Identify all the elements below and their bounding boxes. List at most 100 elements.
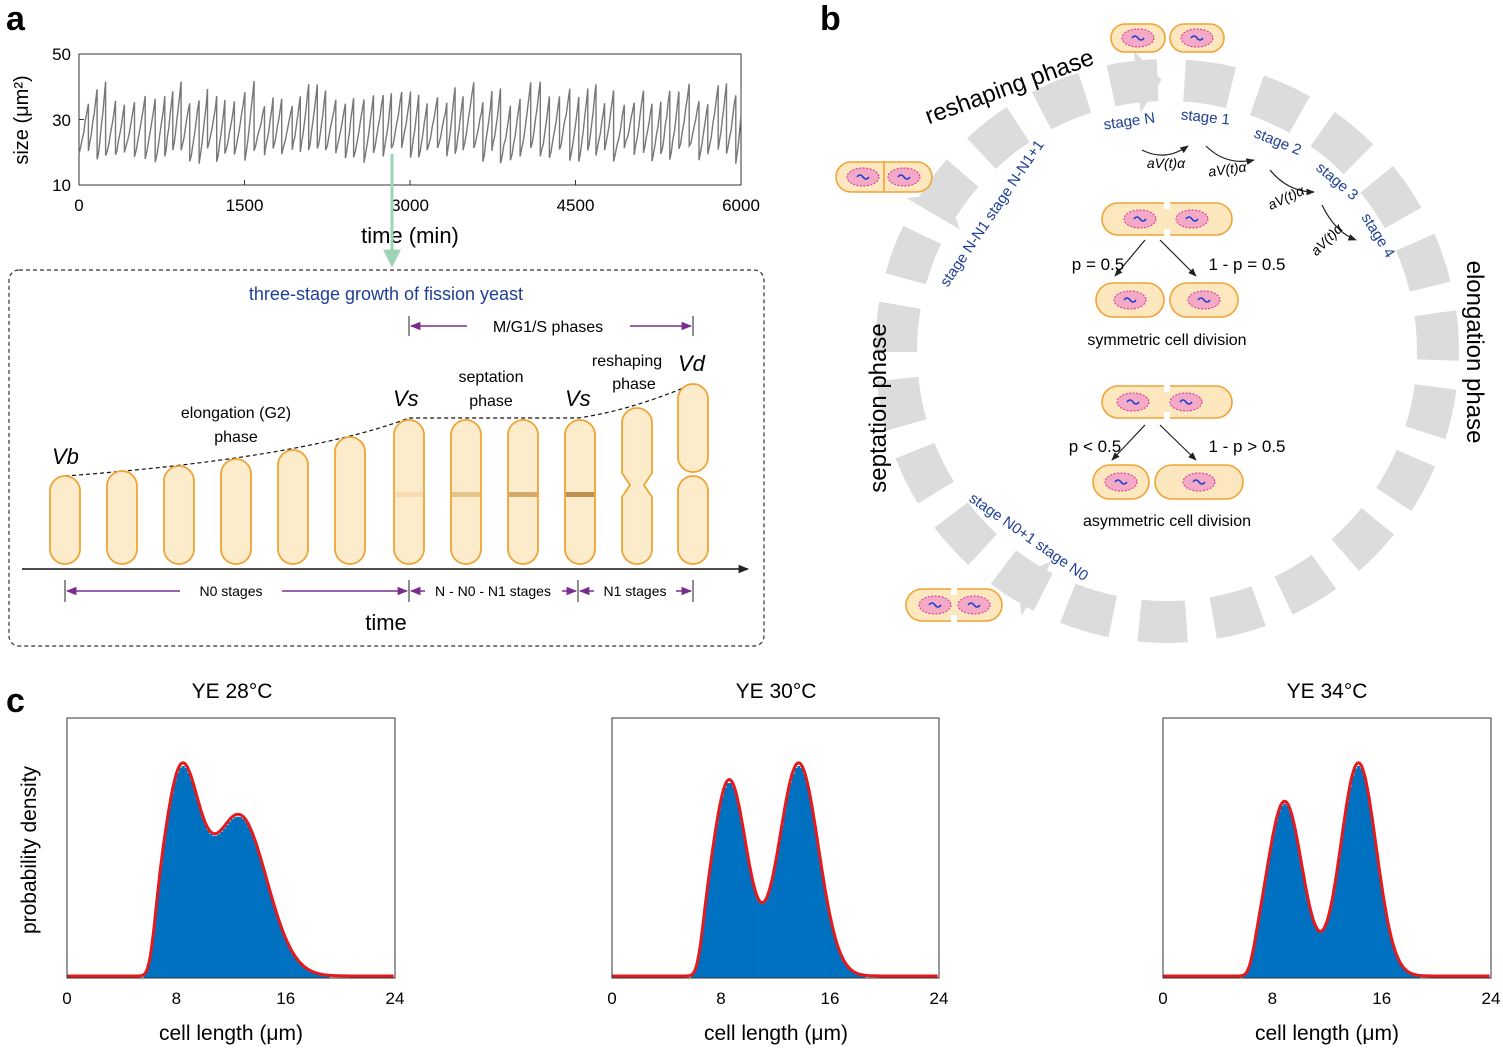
hist-bar	[742, 836, 746, 978]
stage-segment	[1209, 586, 1266, 639]
hist-bar	[217, 834, 221, 978]
hist-bar	[789, 782, 793, 978]
vd-label: Vd	[678, 351, 706, 376]
hist-bar	[745, 852, 749, 978]
hist-bar	[149, 955, 153, 978]
hist-bar	[236, 816, 240, 978]
hist-bar	[1264, 879, 1268, 978]
hist-bar	[1255, 927, 1259, 978]
cell	[106, 470, 138, 565]
mgs-label: M/G1/S phases	[493, 319, 603, 336]
hist-bar	[824, 894, 828, 978]
hist-bar	[209, 833, 213, 978]
hist-xlabel: cell length (μm)	[1255, 1022, 1399, 1045]
stage-segment	[876, 376, 927, 431]
hist-bar	[778, 840, 782, 978]
hist-bar	[179, 767, 183, 978]
hist-bar	[701, 922, 705, 978]
hist-bar	[1414, 974, 1418, 978]
cell	[220, 458, 252, 565]
hist-bar	[1376, 858, 1380, 978]
sym-branch-right	[1159, 239, 1197, 277]
hist-bar	[1373, 838, 1377, 978]
hist-bar	[854, 972, 858, 978]
stage-segment	[1395, 233, 1451, 292]
hist-bar	[173, 781, 177, 978]
ts-ytick-10: 10	[52, 176, 71, 195]
hist-bar	[233, 817, 237, 978]
hist-bar	[1395, 955, 1399, 978]
elong-label-1: elongation (G2)	[181, 405, 291, 422]
n0-stages-label: N0 stages	[199, 583, 262, 599]
stage-segment	[1331, 508, 1395, 571]
hist-bar	[282, 935, 286, 978]
hist-bar	[780, 824, 784, 978]
transition-arrow	[1141, 145, 1189, 156]
hist-bar	[696, 960, 700, 978]
septum	[452, 492, 480, 497]
sym-q-label: 1 - p = 0.5	[1208, 255, 1285, 274]
hist-bar	[1406, 971, 1410, 978]
hist-bar	[247, 827, 251, 978]
stage-segment	[1249, 75, 1310, 133]
stage-1-label: stage 1	[1180, 106, 1231, 128]
daughter-cell	[677, 383, 709, 473]
rate-label: aV(t)α	[1207, 158, 1248, 179]
hist-bar	[1283, 803, 1287, 978]
hist-bar	[712, 841, 716, 978]
hist-bar	[838, 951, 842, 978]
hist-bar	[146, 968, 150, 978]
vs2-label: Vs	[565, 386, 591, 411]
hist-bar	[772, 871, 776, 978]
hist-bar	[1310, 916, 1314, 978]
hist-bar	[1316, 930, 1320, 978]
hist-bar	[699, 943, 703, 978]
hist-bar	[840, 957, 844, 978]
hist-bar	[849, 969, 853, 978]
hist-axes-box	[1162, 717, 1492, 979]
hist-bar	[693, 969, 697, 978]
hist-bar	[729, 782, 733, 978]
hist-bar	[241, 819, 245, 978]
stage-n-label: stage N	[1103, 110, 1157, 134]
hist-bar	[170, 793, 174, 978]
hist-bar	[310, 971, 314, 978]
chromosome	[1114, 479, 1128, 485]
panel-c-label: c	[6, 682, 25, 720]
hist-xtick: 0	[62, 989, 71, 1008]
stage-segment	[1310, 111, 1374, 175]
hist-bar	[775, 856, 779, 978]
hist-bar	[214, 835, 218, 978]
hist-bar	[821, 878, 825, 978]
ts-x-ticks: 0 1500 3000 4500 6000	[74, 180, 760, 215]
hist-bar	[211, 835, 215, 978]
sym-branch-left	[1114, 239, 1146, 277]
ts-ytick-30: 30	[52, 111, 71, 130]
ts-xtick-2: 3000	[391, 196, 429, 215]
hist-bar	[859, 974, 863, 978]
hist-bar	[280, 928, 284, 978]
cell-pinch	[951, 615, 957, 622]
hist-bar	[1398, 961, 1402, 978]
hist-bar	[1313, 924, 1317, 978]
rate-label: aV(t)α	[1307, 220, 1346, 259]
hist-bar	[228, 821, 232, 978]
vb-label: Vb	[52, 444, 79, 469]
hist-bar	[1403, 969, 1407, 978]
hist-axes-box	[611, 717, 940, 979]
hist-bar	[1400, 965, 1404, 978]
hist-bar	[851, 971, 855, 978]
hist-bar	[288, 947, 292, 978]
stage-segment	[1405, 384, 1457, 440]
hist-title: YE 28°C	[192, 680, 273, 703]
hist-bar	[843, 962, 847, 978]
hist-xtick: 0	[607, 989, 616, 1008]
cell-pinch	[1164, 229, 1170, 236]
hist-bar	[315, 973, 319, 978]
hist-bar	[715, 824, 719, 978]
cell	[277, 449, 309, 565]
chromosome	[1126, 399, 1140, 405]
hist-bar	[737, 806, 741, 978]
rate-label: aV(t)α	[1265, 182, 1307, 213]
hist-bar	[1258, 911, 1262, 978]
